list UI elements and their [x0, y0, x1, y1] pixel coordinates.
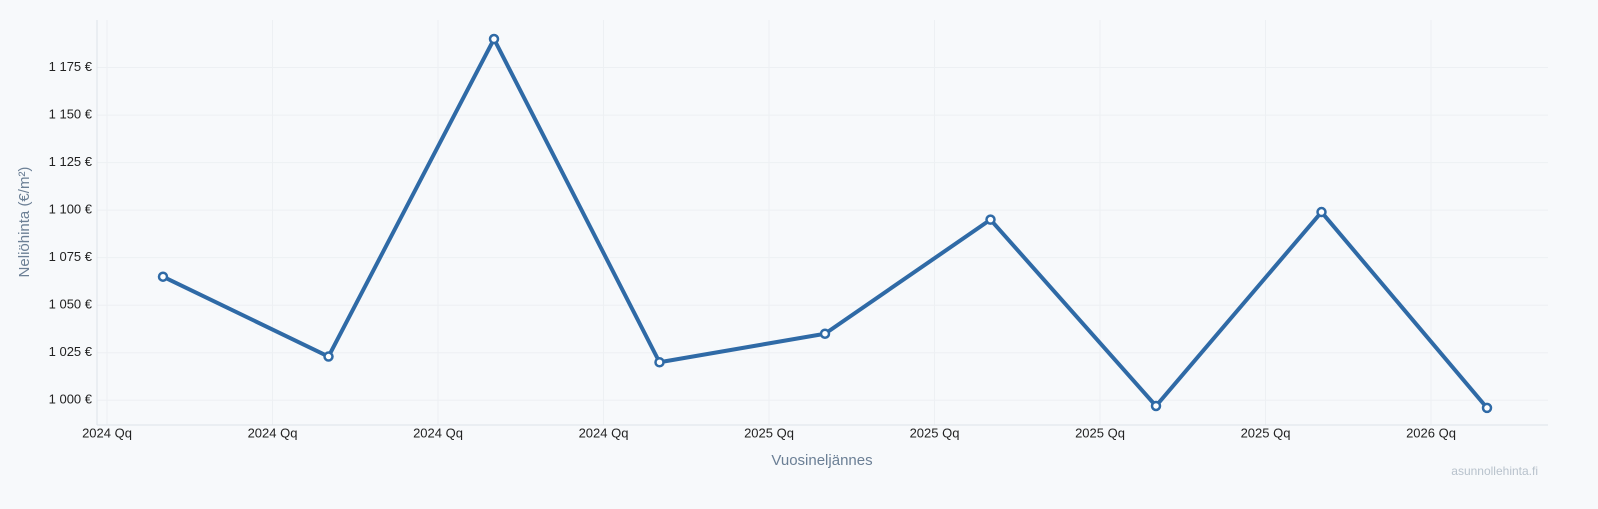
y-tick-label: 1 175 € [49, 59, 93, 74]
x-tick-label: 2025 Qq [1241, 425, 1291, 440]
x-tick-label: 2025 Qq [1075, 425, 1125, 440]
x-tick-label: 2025 Qq [910, 425, 960, 440]
y-tick-label: 1 125 € [49, 154, 93, 169]
x-tick-label: 2024 Qq [82, 425, 132, 440]
y-tick-label: 1 100 € [49, 202, 93, 217]
y-axis-title: Neliöhinta (€/m²) [16, 167, 33, 278]
point [1481, 402, 1493, 414]
point [157, 271, 169, 282]
x-tick-label: 2025 Qq [744, 425, 794, 440]
x-tick-label: 2026 Qq [1406, 425, 1456, 440]
y-tick-label: 1 050 € [49, 297, 93, 312]
point [323, 351, 334, 362]
x-tick-label: 2024 Qq [248, 425, 298, 440]
point [488, 33, 500, 45]
point [985, 214, 996, 225]
y-tick-label: 1 000 € [49, 392, 93, 407]
point [1316, 206, 1327, 218]
y-tick-label: 1 075 € [49, 249, 93, 264]
y-tick-label: 1 025 € [49, 344, 93, 359]
point [819, 328, 831, 339]
x-tick-label: 2024 Qq [579, 425, 629, 440]
y-tick-label: 1 150 € [49, 107, 93, 122]
point [654, 357, 665, 368]
watermark: asunnollehinta.fi [1451, 464, 1538, 478]
x-tick-label: 2024 Qq [413, 425, 463, 440]
x-axis-title: Vuosineljännes [771, 452, 872, 469]
point [1150, 400, 1162, 412]
